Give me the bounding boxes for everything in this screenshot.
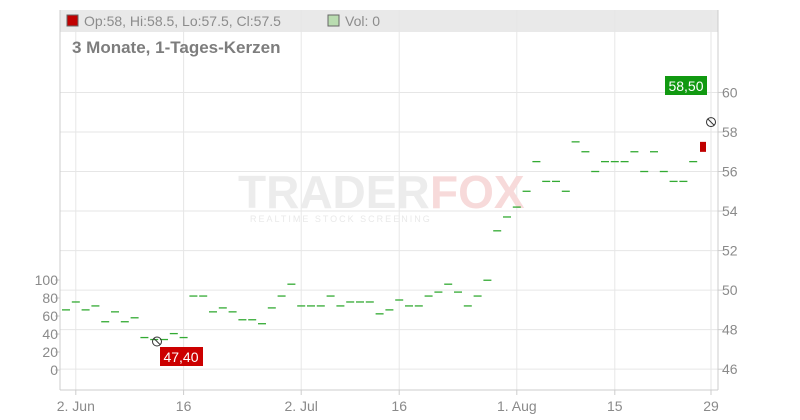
candlestick-marks <box>62 141 706 341</box>
price-tick-label: 46 <box>722 361 738 377</box>
volume-tick-label: 20 <box>42 344 58 360</box>
date-tick-label: 2. Jun <box>57 398 95 414</box>
low-label-box <box>160 347 203 366</box>
high-low-markers: 58,50 47,40 <box>152 76 716 366</box>
volume-tick-label: 100 <box>35 272 59 288</box>
high-label-box <box>665 76 707 95</box>
date-tick-label: 29 <box>703 398 719 414</box>
low-marker-circle <box>152 336 162 347</box>
watermark-brand-left: TRADER <box>238 166 430 218</box>
date-tick-label: 2. Jul <box>284 398 317 414</box>
candle-last <box>700 141 706 152</box>
price-tick-label: 50 <box>722 282 738 298</box>
date-tick-label: 15 <box>607 398 623 414</box>
high-marker-cross <box>707 118 715 126</box>
legend-bar <box>60 10 718 32</box>
date-tick-label: 16 <box>391 398 407 414</box>
price-tick-label: 58 <box>722 124 738 140</box>
watermark-brand-right: FOX <box>430 166 525 218</box>
date-tick-label: 16 <box>176 398 192 414</box>
chart-subtitle: 3 Monate, 1-Tages-Kerzen <box>72 38 280 57</box>
volume-tick-label: 40 <box>42 326 58 342</box>
low-label-text: 47,40 <box>163 349 198 365</box>
price-tick-label: 48 <box>722 322 738 338</box>
axes: 46 48 50 52 54 56 58 60 2. Jun 16 2. Jul 16 1. Aug 15… <box>35 10 738 414</box>
price-tick-label: 60 <box>722 84 738 100</box>
ohlc-legend-swatch <box>66 14 79 27</box>
high-label-text: 58,50 <box>668 78 703 94</box>
volume-tick-label: 60 <box>42 308 58 324</box>
price-tick-label: 52 <box>722 243 738 259</box>
plot-area <box>60 10 718 390</box>
watermark-tagline: REALTIME STOCK SCREENING <box>250 214 432 224</box>
traderfox-watermark: TRADER FOX REALTIME STOCK SCREENING <box>238 166 525 224</box>
volume-legend-swatch <box>327 14 340 27</box>
grid-lines <box>60 10 718 390</box>
date-tick-label: 1. Aug <box>497 398 537 414</box>
low-marker-cross <box>153 338 161 345</box>
high-marker-circle <box>706 117 716 128</box>
volume-tick-label: 0 <box>50 362 58 378</box>
price-tick-label: 56 <box>722 164 738 180</box>
volume-legend-label: Vol: 0 <box>345 13 380 29</box>
volume-tick-label: 80 <box>42 290 58 306</box>
ohlc-legend-label: Op:58, Hi:58.5, Lo:57.5, Cl:57.5 <box>84 13 281 29</box>
price-tick-label: 54 <box>722 203 738 219</box>
